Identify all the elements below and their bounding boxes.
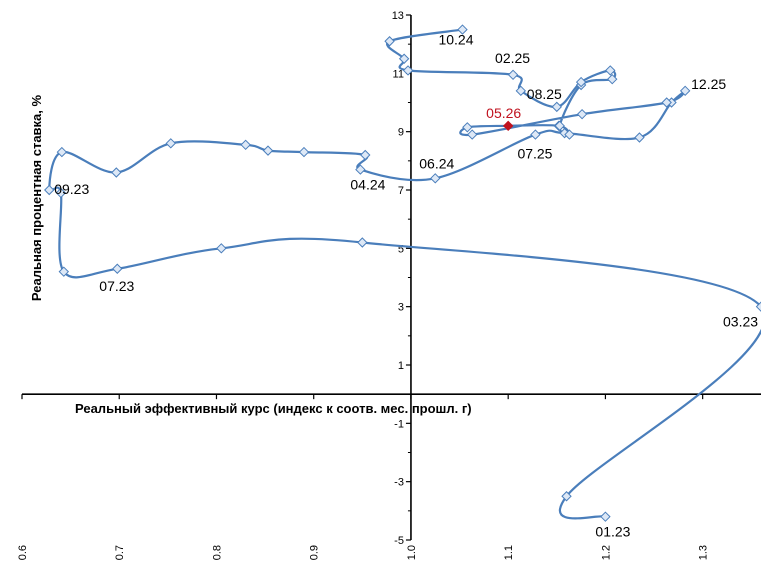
y-tick-label: 3: [398, 302, 404, 314]
data-point: [111, 167, 122, 178]
data-point: [58, 266, 70, 277]
data-point: [576, 108, 588, 120]
data-point: [357, 237, 368, 248]
data-point: [430, 173, 441, 184]
x-tick-label: 1.0: [406, 545, 418, 560]
point-label: 07.23: [99, 278, 134, 294]
data-point: [262, 145, 274, 156]
y-tick-label: 5: [398, 243, 404, 255]
data-point: [561, 491, 572, 502]
point-label: 12.25: [691, 76, 726, 92]
point-label: 03.23: [723, 314, 758, 330]
y-tick-label: 9: [398, 127, 404, 139]
x-ticks: 0.6 0.7 0.8 0.9 1.0 1.1 1.2 1.3: [17, 394, 710, 560]
x-tick-label: 1.3: [698, 545, 710, 560]
x-tick-label: 1.1: [503, 545, 515, 560]
data-point: [56, 146, 68, 158]
point-label: 02.25: [495, 50, 530, 66]
data-point: [551, 101, 563, 113]
data-point: [355, 164, 366, 175]
series-line: [48, 28, 761, 520]
data-point: [564, 129, 575, 140]
x-axis-title: Реальный эффективный курс (индекс к соот…: [75, 401, 472, 416]
data-point: [360, 149, 371, 161]
data-point: [44, 184, 55, 196]
point-label: 10.24: [438, 32, 473, 48]
data-point: [384, 36, 395, 47]
point-label: 04.24: [350, 177, 385, 193]
data-point: [600, 511, 611, 522]
data-point: [530, 129, 541, 140]
point-label: 01.23: [595, 524, 630, 540]
data-point: [112, 263, 123, 274]
y-tick-label: 11: [393, 68, 404, 80]
data-point: [165, 138, 176, 149]
data-point: [554, 120, 565, 132]
data-point: [605, 65, 616, 76]
y-tick-label: 13: [392, 10, 404, 22]
data-point: [634, 132, 645, 143]
data-point: [298, 146, 310, 158]
x-tick-label: 0.9: [309, 545, 321, 560]
y-axis-title: Реальная процентная ставка, %: [29, 95, 44, 302]
y-tick-label: -3: [394, 477, 404, 489]
point-label: 06.24: [419, 155, 454, 171]
data-point: [462, 122, 473, 133]
markers: [44, 24, 761, 522]
x-tick-label: 0.7: [114, 545, 126, 560]
data-point: [755, 301, 761, 312]
data-point: [575, 76, 587, 88]
y-tick-label: 7: [398, 185, 404, 197]
highlight-point: [502, 120, 514, 132]
data-point: [240, 139, 251, 150]
y-tick-label: 1: [398, 360, 404, 372]
data-point: [402, 65, 414, 76]
point-label: 07.25: [517, 146, 552, 162]
y-tick-label: -1: [394, 418, 404, 430]
data-point: [679, 85, 691, 97]
x-tick-label: 1.2: [600, 545, 612, 560]
data-point: [457, 24, 468, 35]
y-tick-label: -5: [394, 535, 404, 547]
x-tick-label: 0.6: [17, 545, 29, 560]
data-point: [466, 129, 478, 140]
x-tick-label: 0.8: [211, 545, 223, 560]
data-point: [507, 69, 519, 80]
point-label: 08.25: [527, 86, 562, 102]
point-label: 05.26: [486, 105, 521, 121]
point-labels: 01.23 03.23 07.23 09.23 04.24 06.24 12.25 05.26…: [54, 32, 758, 540]
data-point: [216, 243, 227, 254]
data-point: [55, 187, 67, 199]
data-point: [398, 53, 410, 64]
point-label: 09.23: [54, 181, 89, 197]
data-point: [607, 73, 618, 85]
data-point: [515, 85, 527, 97]
data-point: [661, 97, 672, 108]
